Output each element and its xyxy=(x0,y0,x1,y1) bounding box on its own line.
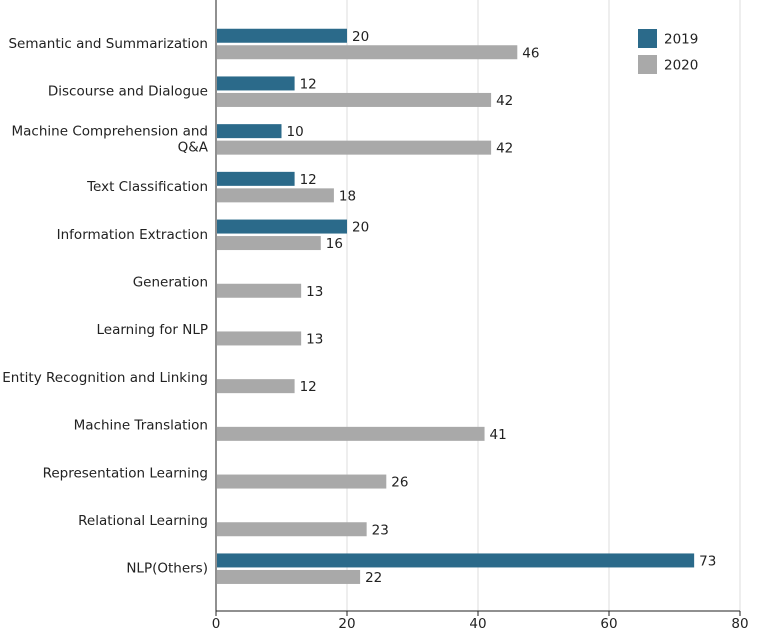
category-label: Representation Learning xyxy=(43,465,208,481)
bar-2019 xyxy=(217,28,347,43)
category-labels: Semantic and Summarization Discourse and … xyxy=(2,36,208,577)
value-label: 10 xyxy=(287,124,304,140)
x-tick-label: 40 xyxy=(469,616,486,630)
category-label: Generation xyxy=(133,275,208,291)
bar-2019 xyxy=(217,76,295,91)
value-labels: 20 12 10 12 20 73 46 42 42 18 16 13 13 12 41 26 23 22 xyxy=(287,29,717,586)
legend-swatch-2019 xyxy=(638,29,657,48)
category-label: Information Extraction xyxy=(57,227,208,243)
category-label: Entity Recognition and Linking xyxy=(2,370,208,386)
category-label: Semantic and Summarization xyxy=(8,36,208,52)
bars xyxy=(217,28,695,584)
bar-2020 xyxy=(217,188,334,203)
value-label: 23 xyxy=(372,522,389,538)
x-tick-label: 0 xyxy=(212,616,221,630)
x-tick-label: 80 xyxy=(731,616,748,630)
value-label: 13 xyxy=(306,331,323,347)
value-label: 12 xyxy=(300,172,317,188)
bar-2020 xyxy=(217,522,367,537)
category-label: Discourse and Dialogue xyxy=(48,84,208,100)
value-label: 12 xyxy=(300,379,317,395)
value-label: 16 xyxy=(326,236,343,252)
bar-2020 xyxy=(217,236,321,251)
bar-2019 xyxy=(217,219,347,234)
bar-2020 xyxy=(217,92,492,107)
bar-2019 xyxy=(217,553,695,568)
bar-2020 xyxy=(217,283,302,298)
x-tick-label: 60 xyxy=(600,616,617,630)
bar-2020 xyxy=(217,331,302,346)
axes: 0 20 40 60 80 xyxy=(212,0,749,630)
bar-2020 xyxy=(217,140,492,155)
bar-2020 xyxy=(217,474,387,489)
category-label: Learning for NLP xyxy=(96,322,208,338)
legend: 2019 2020 xyxy=(638,29,698,74)
value-label: 41 xyxy=(490,427,507,443)
bar-2019 xyxy=(217,124,282,139)
bar-2020 xyxy=(217,45,518,60)
bar-2020 xyxy=(217,379,295,394)
category-label: Text Classification xyxy=(86,179,208,195)
value-label: 42 xyxy=(496,141,513,157)
legend-label: 2020 xyxy=(664,58,698,74)
value-label: 22 xyxy=(365,570,382,586)
x-tick-label: 20 xyxy=(338,616,355,630)
value-label: 13 xyxy=(306,284,323,300)
category-label: Machine Comprehension and Q&A xyxy=(12,123,209,155)
value-label: 46 xyxy=(522,45,539,61)
legend-label: 2019 xyxy=(664,32,698,48)
value-label: 73 xyxy=(699,553,716,569)
value-label: 20 xyxy=(352,220,369,236)
legend-swatch-2020 xyxy=(638,55,657,74)
category-label: Machine Translation xyxy=(74,418,208,434)
value-label: 12 xyxy=(300,76,317,92)
grid-lines xyxy=(346,0,741,611)
category-label: NLP(Others) xyxy=(126,561,208,577)
value-label: 20 xyxy=(352,29,369,45)
bar-2020 xyxy=(217,569,361,584)
value-label: 42 xyxy=(496,93,513,109)
category-label: Relational Learning xyxy=(78,513,208,529)
value-label: 18 xyxy=(339,188,356,204)
value-label: 26 xyxy=(391,475,408,491)
bar-2019 xyxy=(217,171,295,186)
bar-2020 xyxy=(217,426,485,441)
